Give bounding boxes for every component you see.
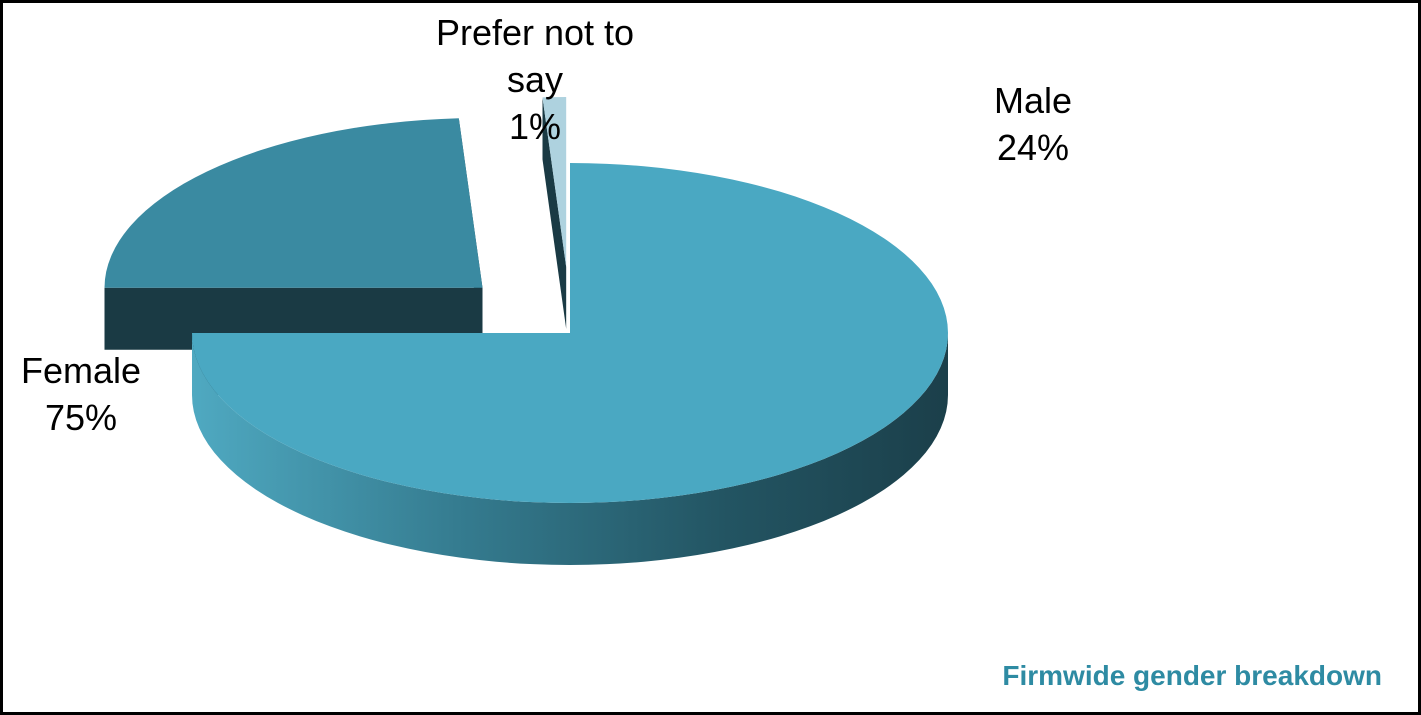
slice-male [104, 118, 483, 288]
slice-prefer-not-to-say [542, 97, 567, 267]
slice-label-prefer-not-to-say: Prefer not to say 1% [436, 12, 634, 147]
slice-label-male: Male 24% [994, 80, 1072, 168]
pie-chart: Female 75% Male 24% Prefer not to say 1% [21, 12, 1072, 565]
slice-wall-prefer-not-to-say-start [542, 97, 567, 330]
slice-side-female [192, 333, 948, 565]
slice-female [192, 163, 948, 503]
slice-label-female: Female 75% [21, 350, 141, 438]
chart-title: Firmwide gender breakdown [1002, 660, 1382, 691]
